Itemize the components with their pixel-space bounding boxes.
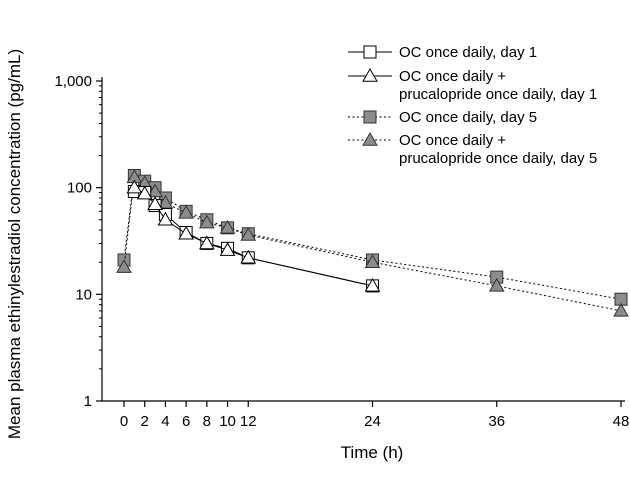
y-axis-label: Mean plasma ethinylestradiol concentrati… bbox=[5, 49, 24, 439]
y-tick-label: 10 bbox=[75, 286, 92, 303]
data-point bbox=[136, 185, 153, 200]
data-point bbox=[219, 219, 236, 234]
legend-item-1: OC once daily, day 1 bbox=[348, 44, 537, 61]
legend-marker bbox=[363, 110, 377, 124]
data-point bbox=[126, 179, 143, 194]
series-4 bbox=[116, 169, 629, 317]
x-axis-label: Time (h) bbox=[341, 443, 404, 462]
x-tick-label: 48 bbox=[613, 413, 630, 430]
x-tick-label: 6 bbox=[182, 413, 190, 430]
data-point bbox=[178, 204, 194, 219]
legend-label: OC once daily + prucalopride once daily, … bbox=[399, 132, 597, 167]
data-point bbox=[488, 277, 505, 292]
legend-marker bbox=[362, 67, 378, 82]
legend-item-4: OC once daily + prucalopride once daily, … bbox=[348, 131, 597, 167]
legend-item-3: OC once daily, day 5 bbox=[348, 109, 537, 126]
legend-label: OC once daily + prucalopride once daily, … bbox=[399, 68, 597, 103]
data-point bbox=[178, 225, 194, 240]
legend-label: OC once daily, day 1 bbox=[399, 44, 537, 61]
legend-marker bbox=[363, 45, 377, 59]
data-point bbox=[240, 249, 257, 264]
x-tick-label: 8 bbox=[203, 413, 211, 430]
legend: OC once daily, day 1 OC once daily + pruca… bbox=[348, 44, 597, 167]
data-point bbox=[198, 214, 215, 229]
y-tick-label: 100 bbox=[67, 180, 92, 197]
data-point bbox=[364, 277, 381, 292]
x-tick-label: 24 bbox=[364, 413, 381, 430]
data-point bbox=[219, 242, 236, 256]
series-2 bbox=[126, 179, 381, 292]
data-point bbox=[613, 302, 629, 317]
x-tick-label: 12 bbox=[240, 413, 257, 430]
data-point bbox=[116, 259, 132, 273]
data-point bbox=[240, 226, 257, 241]
x-tick-label: 10 bbox=[219, 413, 236, 430]
legend-item-2: OC once daily + prucalopride once daily, … bbox=[348, 67, 597, 103]
y-tick-label: 1,000 bbox=[54, 73, 92, 90]
y-tick-label: 1 bbox=[84, 393, 92, 410]
x-tick-label: 0 bbox=[120, 413, 128, 430]
legend-label: OC once daily, day 5 bbox=[399, 109, 537, 126]
series-layer bbox=[116, 169, 629, 317]
data-point bbox=[364, 254, 381, 268]
x-tick-label: 4 bbox=[161, 413, 169, 430]
x-tick-label: 2 bbox=[141, 413, 149, 430]
legend-marker bbox=[362, 131, 378, 146]
x-tick-label: 36 bbox=[488, 413, 505, 430]
data-point bbox=[147, 196, 163, 210]
data-point bbox=[157, 211, 174, 226]
data-point bbox=[198, 235, 215, 250]
